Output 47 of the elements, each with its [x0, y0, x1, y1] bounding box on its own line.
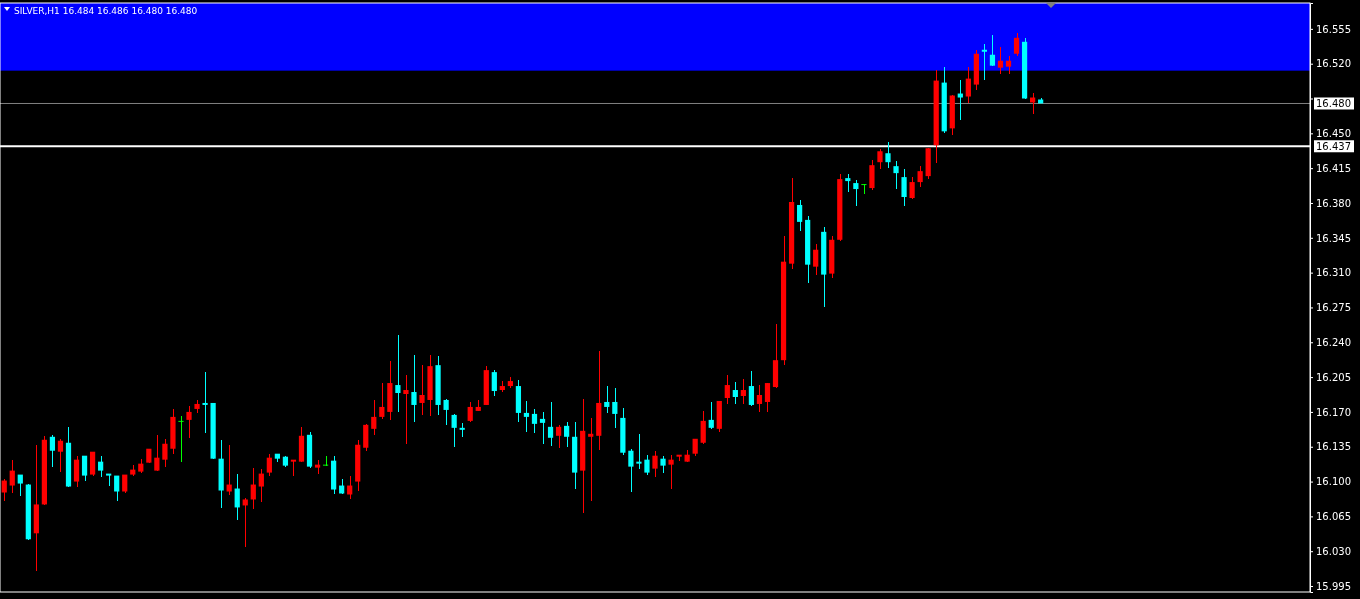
candlestick	[395, 334, 401, 413]
y-tick-label: 16.345	[1316, 232, 1351, 244]
candlestick	[202, 371, 208, 434]
candlestick	[419, 364, 425, 416]
candlestick	[652, 450, 658, 478]
y-tick-label: 16.205	[1316, 371, 1351, 383]
candlestick	[194, 399, 200, 414]
candlestick	[210, 402, 216, 460]
candlestick	[644, 454, 650, 476]
y-tick-label: 16.415	[1316, 162, 1351, 174]
ref-line-label: 16.480	[1316, 98, 1351, 110]
y-tick-label: 16.275	[1316, 302, 1351, 314]
candlestick	[186, 405, 192, 439]
y-tick-label: 16.100	[1316, 476, 1351, 488]
candlestick	[885, 141, 891, 169]
candlestick	[170, 408, 176, 455]
candlestick	[909, 176, 915, 200]
candlestick	[427, 354, 433, 417]
y-tick-label: 16.310	[1316, 267, 1351, 279]
y-tick-label: 16.450	[1316, 128, 1351, 140]
chart-title: SILVER,H1 16.484 16.486 16.480 16.480	[14, 6, 198, 16]
y-tick-label: 16.135	[1316, 441, 1351, 453]
candlestick	[676, 454, 682, 462]
y-tick-label: 16.520	[1316, 58, 1351, 70]
y-tick-label: 16.065	[1316, 511, 1351, 523]
y-tick-label: 15.995	[1316, 580, 1351, 592]
candlestick	[901, 168, 907, 207]
candlestick	[162, 438, 168, 468]
y-tick-label: 16.030	[1316, 545, 1351, 557]
y-tick-label: 16.555	[1316, 23, 1351, 35]
candlestick	[628, 448, 634, 493]
y-tick-label: 16.240	[1316, 336, 1351, 348]
candlestick	[660, 455, 666, 474]
candlestick	[636, 433, 642, 470]
candlestick	[877, 148, 883, 170]
candlestick	[869, 159, 875, 191]
candlestick	[403, 374, 409, 445]
candlestick	[668, 454, 674, 490]
candlestick	[435, 355, 441, 416]
ref-line-label: 16.437	[1316, 141, 1351, 153]
candlestick	[861, 183, 867, 195]
candlestick	[411, 354, 417, 423]
candlestick	[178, 415, 184, 463]
candlestick	[443, 398, 449, 426]
y-tick-label: 16.170	[1316, 406, 1351, 418]
candlestick	[893, 160, 899, 190]
y-tick-label: 16.380	[1316, 197, 1351, 209]
